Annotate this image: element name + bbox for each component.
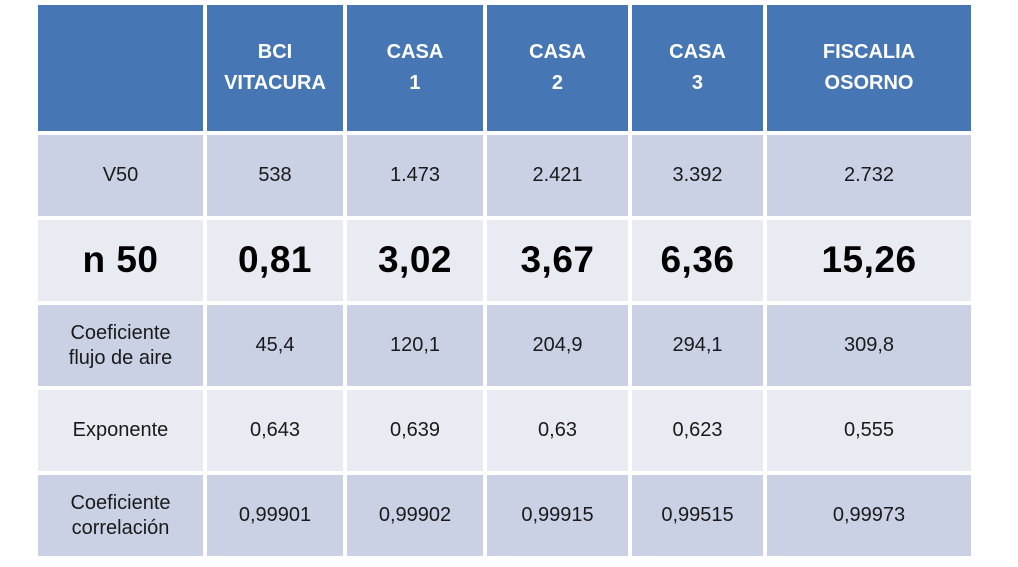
row-label-exponente: Exponente	[38, 390, 203, 471]
table-cell: 294,1	[632, 305, 763, 386]
table-cell: 3,67	[487, 220, 628, 301]
table-cell: 3.392	[632, 135, 763, 216]
table-cell: 0,63	[487, 390, 628, 471]
table-cell: 0,623	[632, 390, 763, 471]
table-cell: 120,1	[347, 305, 483, 386]
header-cell-casa-3: CASA 3	[632, 5, 763, 131]
table-cell: 1.473	[347, 135, 483, 216]
header-cell-bci-vitacura: BCI VITACURA	[207, 5, 343, 131]
table-cell: 0,99515	[632, 475, 763, 556]
table-cell: 0,643	[207, 390, 343, 471]
table-cell: 0,99901	[207, 475, 343, 556]
row-label-coef-flujo-aire: Coeficiente flujo de aire	[38, 305, 203, 386]
table-cell: 15,26	[767, 220, 971, 301]
table-cell: 0,99902	[347, 475, 483, 556]
table-cell: 2.732	[767, 135, 971, 216]
table-cell: 6,36	[632, 220, 763, 301]
table-cell: 0,99973	[767, 475, 971, 556]
table-cell: 0,639	[347, 390, 483, 471]
table-cell: 538	[207, 135, 343, 216]
table-cell: 204,9	[487, 305, 628, 386]
row-label-n50: n 50	[38, 220, 203, 301]
header-cell-casa-2: CASA 2	[487, 5, 628, 131]
table-cell: 2.421	[487, 135, 628, 216]
row-label-v50: V50	[38, 135, 203, 216]
header-cell-empty	[38, 5, 203, 131]
row-label-coef-correlacion: Coeficiente correlación	[38, 475, 203, 556]
airtightness-results-table: BCI VITACURA CASA 1 CASA 2 CASA 3 FISCAL…	[38, 5, 971, 556]
table-cell: 0,555	[767, 390, 971, 471]
table-cell: 309,8	[767, 305, 971, 386]
table-cell: 45,4	[207, 305, 343, 386]
table-cell: 3,02	[347, 220, 483, 301]
table-cell: 0,99915	[487, 475, 628, 556]
table-cell: 0,81	[207, 220, 343, 301]
header-cell-casa-1: CASA 1	[347, 5, 483, 131]
header-cell-fiscalia-osorno: FISCALIA OSORNO	[767, 5, 971, 131]
